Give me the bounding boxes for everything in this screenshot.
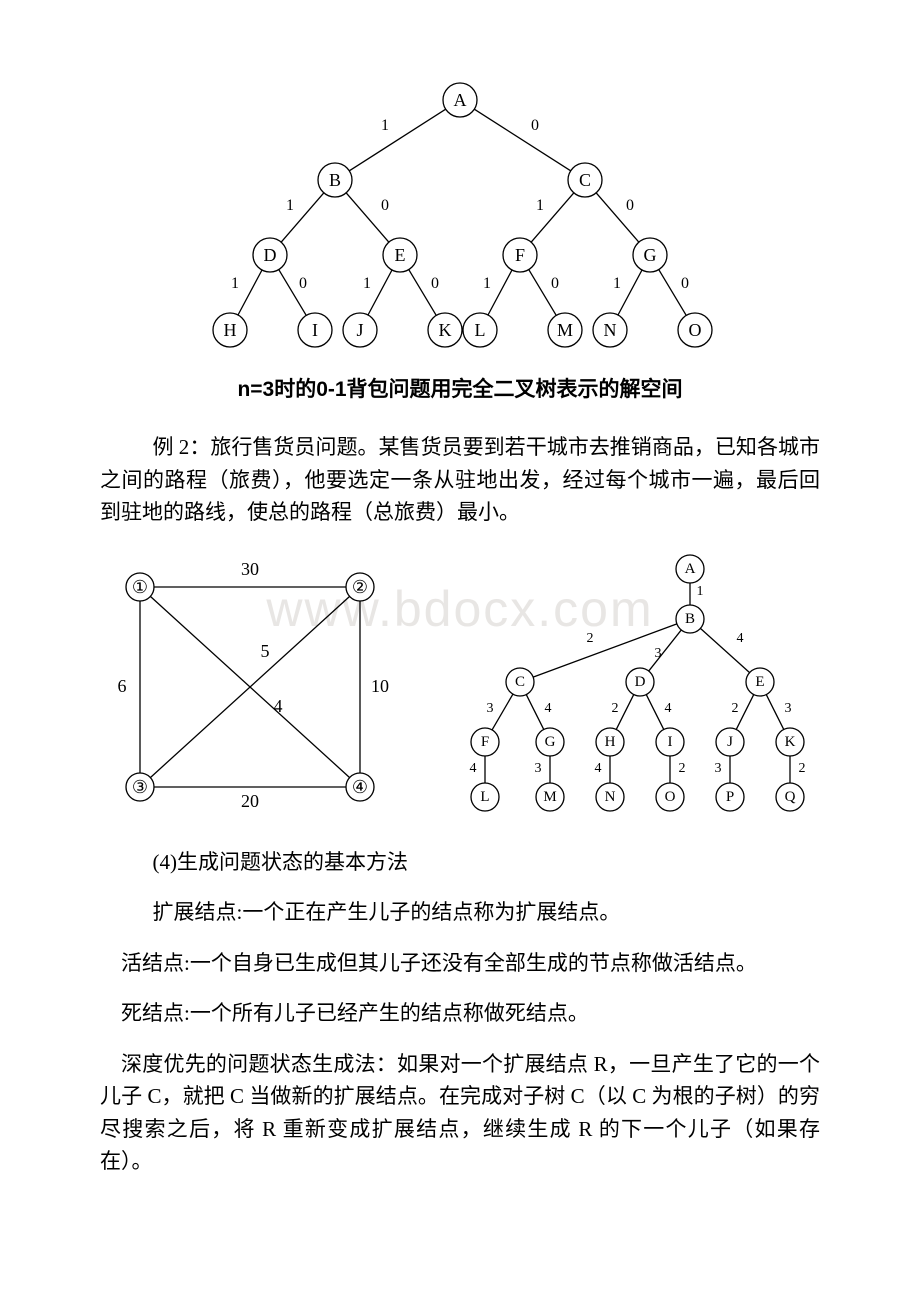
svg-text:Q: Q [785, 789, 796, 805]
svg-text:O: O [665, 789, 676, 805]
svg-text:K: K [785, 734, 796, 750]
svg-text:1: 1 [613, 275, 621, 292]
svg-text:0: 0 [681, 275, 689, 292]
svg-text:H: H [224, 320, 237, 340]
svg-text:0: 0 [531, 117, 539, 134]
svg-text:B: B [685, 611, 695, 627]
tsp-graph-diagram: 30 6 10 20 4 5 ① ② ③ ④ [100, 547, 400, 822]
svg-text:1: 1 [231, 275, 239, 292]
svg-text:G: G [644, 245, 657, 265]
svg-text:K: K [439, 320, 452, 340]
svg-text:3: 3 [535, 761, 542, 776]
svg-text:10: 10 [371, 676, 389, 696]
dual-figure-row: 30 6 10 20 4 5 ① ② ③ ④ 1 2 3 4 3 4 2 4 2 3 4 3 4 2 3 2 A B C D E F G H I J… [100, 547, 820, 822]
svg-text:M: M [543, 789, 556, 805]
svg-text:L: L [480, 789, 489, 805]
svg-text:0: 0 [299, 275, 307, 292]
svg-text:4: 4 [737, 631, 744, 646]
svg-text:4: 4 [470, 761, 477, 776]
svg-text:2: 2 [679, 761, 686, 776]
svg-text:I: I [668, 734, 673, 750]
svg-text:0: 0 [626, 197, 634, 214]
svg-text:P: P [726, 789, 734, 805]
svg-text:1: 1 [697, 584, 704, 599]
tsp-tree-diagram: 1 2 3 4 3 4 2 4 2 3 4 3 4 2 3 2 A B C D E F G H I J K L M N O P Q [430, 547, 820, 822]
page-content: 10101010101010ABCDEFGHIJKLMNO n=3时的0-1背包… [100, 70, 820, 1178]
svg-text:L: L [475, 320, 486, 340]
svg-text:C: C [515, 674, 525, 690]
svg-text:F: F [515, 245, 525, 265]
svg-text:1: 1 [483, 275, 491, 292]
svg-text:A: A [685, 561, 696, 577]
svg-text:A: A [454, 90, 467, 110]
svg-text:③: ③ [132, 777, 148, 797]
svg-text:①: ① [132, 577, 148, 597]
svg-text:3: 3 [655, 646, 662, 661]
svg-text:E: E [755, 674, 764, 690]
binary-tree-diagram: 1 0 1 0 1 0 1 0 1 0 1 0 1 0 A B C D E F G H I J K L M N O [195, 70, 725, 355]
tree-caption: n=3时的0-1背包问题用完全二叉树表示的解空间 [100, 373, 820, 403]
svg-text:C: C [579, 170, 591, 190]
expand-node-def: 扩展结点:一个正在产生儿子的结点称为扩展结点。 [100, 896, 820, 929]
svg-text:1: 1 [536, 197, 544, 214]
svg-text:0: 0 [431, 275, 439, 292]
svg-text:2: 2 [612, 701, 619, 716]
svg-text:6: 6 [118, 676, 127, 696]
svg-text:4: 4 [595, 761, 602, 776]
svg-text:1: 1 [286, 197, 294, 214]
svg-text:3: 3 [487, 701, 494, 716]
dfs-paragraph: 深度优先的问题状态生成法：如果对一个扩展结点 R，一旦产生了它的一个儿子 C，就… [100, 1048, 820, 1178]
svg-text:2: 2 [732, 701, 739, 716]
svg-text:0: 0 [381, 197, 389, 214]
example2-paragraph: 例 2：旅行售货员问题。某售货员要到若干城市去推销商品，已知各城市之间的路程（旅… [100, 431, 820, 529]
svg-text:4: 4 [545, 701, 552, 716]
svg-text:4: 4 [274, 696, 283, 716]
svg-text:J: J [356, 320, 363, 340]
svg-text:0: 0 [551, 275, 559, 292]
svg-text:D: D [635, 674, 646, 690]
svg-text:20: 20 [241, 791, 259, 811]
svg-text:N: N [604, 320, 617, 340]
svg-text:5: 5 [261, 641, 270, 661]
svg-text:3: 3 [715, 761, 722, 776]
svg-text:M: M [557, 320, 573, 340]
svg-text:J: J [727, 734, 733, 750]
svg-text:H: H [605, 734, 616, 750]
svg-text:30: 30 [241, 559, 259, 579]
svg-text:3: 3 [785, 701, 792, 716]
svg-text:②: ② [352, 577, 368, 597]
dead-node-def: 死结点:一个所有儿子已经产生的结点称做死结点。 [100, 997, 820, 1030]
svg-text:E: E [395, 245, 406, 265]
svg-text:I: I [312, 320, 318, 340]
svg-text:4: 4 [665, 701, 672, 716]
svg-text:N: N [605, 789, 616, 805]
svg-text:2: 2 [587, 631, 594, 646]
svg-text:B: B [329, 170, 341, 190]
svg-text:④: ④ [352, 777, 368, 797]
svg-text:1: 1 [381, 117, 389, 134]
svg-text:2: 2 [799, 761, 806, 776]
svg-text:O: O [689, 320, 702, 340]
heading-4: (4)生成问题状态的基本方法 [100, 846, 820, 879]
svg-text:G: G [545, 734, 556, 750]
svg-text:F: F [481, 734, 489, 750]
svg-text:1: 1 [363, 275, 371, 292]
svg-text:D: D [264, 245, 277, 265]
live-node-def: 活结点:一个自身已生成但其儿子还没有全部生成的节点称做活结点。 [100, 947, 820, 980]
